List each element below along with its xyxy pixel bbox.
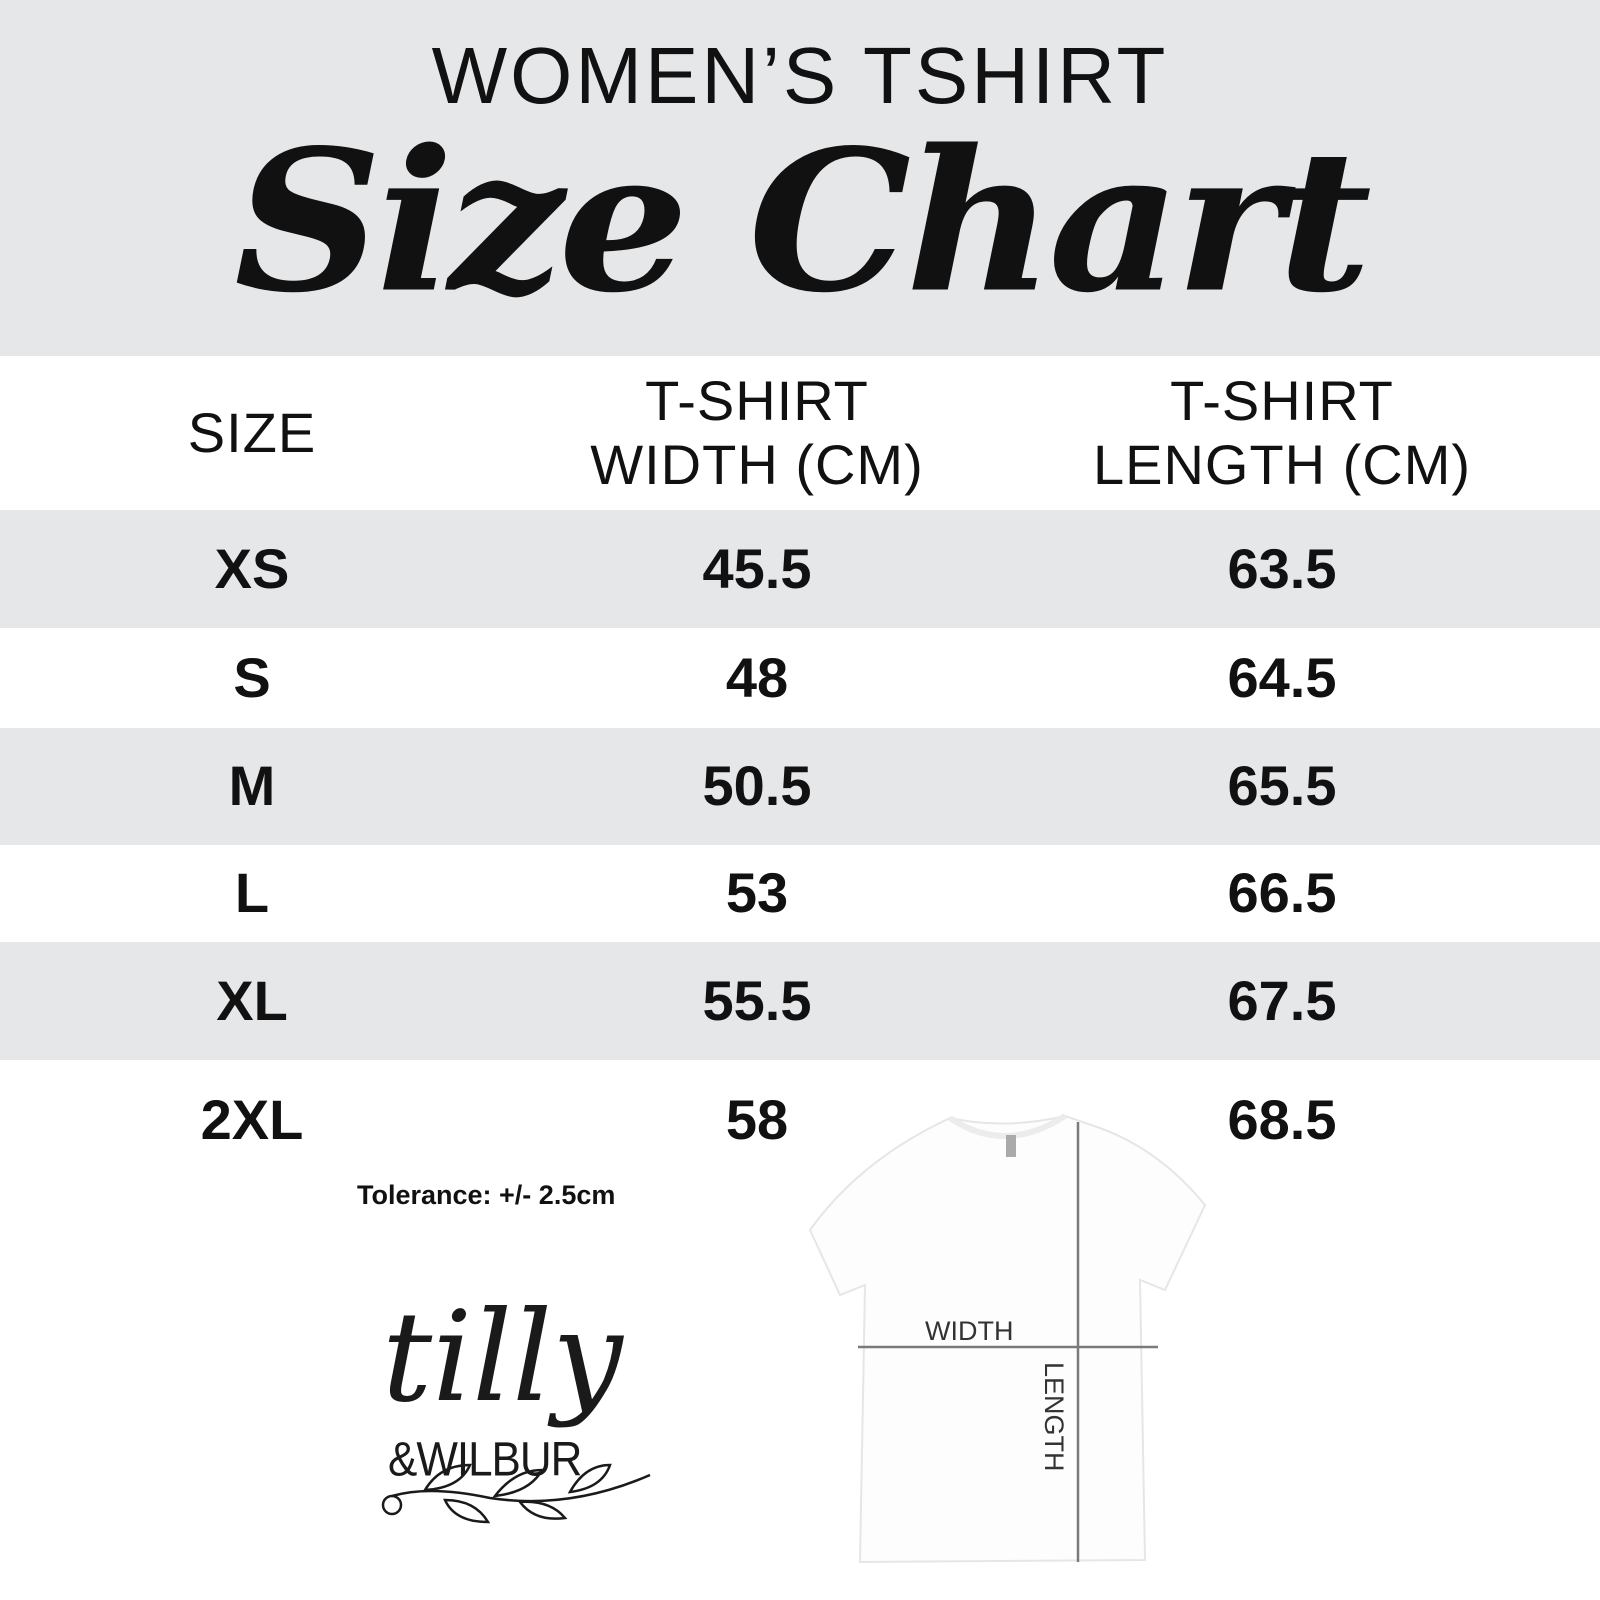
table-row: S 48 64.5	[0, 628, 1600, 728]
column-header-size: SIZE	[187, 400, 317, 464]
cell-length: 63.5	[1227, 536, 1337, 600]
cell-width: 53	[725, 861, 789, 925]
cell-length: 67.5	[1227, 968, 1337, 1032]
cell-length: 66.5	[1227, 861, 1337, 925]
column-header-width: T-SHIRT WIDTH (CM)	[590, 368, 924, 496]
header-band: WOMEN’S TSHIRT Size Chart	[0, 0, 1600, 356]
table-row: XS 45.5 63.5	[0, 510, 1600, 628]
table-header-row: SIZE T-SHIRT WIDTH (CM) T-SHIRT LENGTH (…	[0, 356, 1600, 510]
tolerance-note: Tolerance: +/- 2.5cm	[357, 1180, 616, 1210]
tshirt-tag	[1006, 1135, 1016, 1157]
cell-width: 58	[725, 1087, 789, 1151]
cell-width: 50.5	[702, 754, 812, 818]
leaf-vine-icon	[381, 1463, 651, 1524]
width-label: WIDTH	[925, 1316, 1013, 1346]
cell-size: XL	[216, 968, 288, 1032]
cell-size: 2XL	[200, 1087, 304, 1151]
length-label: LENGTH	[1039, 1362, 1069, 1472]
cell-size: M	[228, 754, 276, 818]
tshirt-shape	[808, 1114, 1207, 1564]
table-row: XL 55.5 67.5	[0, 942, 1600, 1060]
cell-length: 65.5	[1227, 754, 1337, 818]
column-header-length: T-SHIRT LENGTH (CM)	[1092, 368, 1472, 496]
cell-width: 55.5	[702, 968, 812, 1032]
tshirt-diagram: WIDTH LENGTH	[808, 1113, 1207, 1564]
cell-size: S	[233, 645, 271, 709]
brand-logo: tilly &WILBUR	[381, 1285, 651, 1524]
cell-length: 68.5	[1227, 1087, 1337, 1151]
subtitle: WOMEN’S TSHIRT	[431, 31, 1169, 120]
cell-size: L	[234, 861, 270, 925]
cell-size: XS	[214, 536, 290, 600]
cell-width: 45.5	[702, 536, 812, 600]
cell-length: 64.5	[1227, 645, 1337, 709]
logo-tilly: tilly	[382, 1285, 624, 1430]
page-title: Size Chart	[234, 108, 1372, 337]
logo-wilbur: &WILBUR	[388, 1432, 581, 1486]
table-row: L 53 66.5	[0, 845, 1600, 942]
cell-width: 48	[725, 645, 789, 709]
table-row: 2XL 58 68.5	[0, 1060, 1600, 1180]
table-row: M 50.5 65.5	[0, 728, 1600, 845]
